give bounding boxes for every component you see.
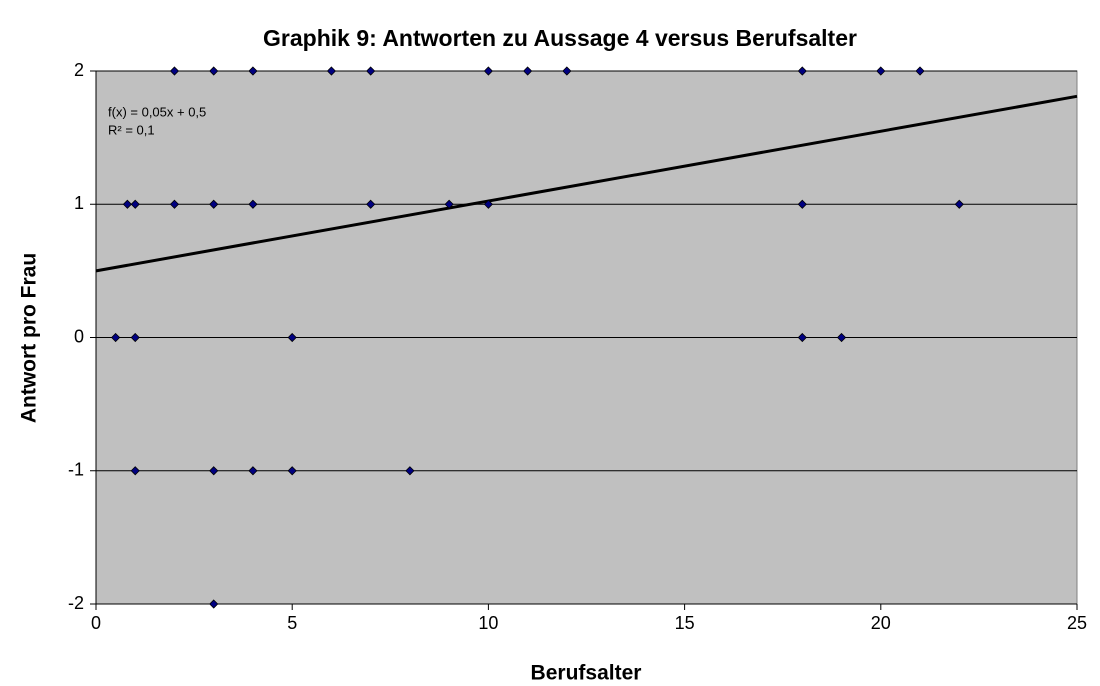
trendline — [95, 94, 1078, 273]
point — [797, 199, 807, 209]
point — [405, 466, 415, 476]
point — [130, 466, 140, 476]
point — [287, 332, 297, 343]
point — [209, 199, 219, 209]
point — [130, 199, 140, 209]
trendline-r-squared: R² = 0,1 — [108, 122, 155, 137]
point — [562, 66, 572, 76]
point — [287, 466, 297, 476]
point — [483, 66, 493, 76]
x-tick-label: 15 — [675, 613, 695, 633]
y-tick-label: 2 — [74, 60, 84, 80]
y-tick-label: -2 — [68, 593, 84, 613]
chart-title: Graphik 9: Antworten zu Aussage 4 versus… — [263, 25, 857, 51]
x-tick-label: 0 — [91, 613, 101, 633]
x-axis-label: Berufsalter — [531, 662, 642, 685]
x-tick-label: 25 — [1067, 613, 1087, 633]
point — [876, 66, 886, 76]
point — [122, 199, 132, 209]
y-axis-label: Antwort pro Frau — [18, 253, 41, 423]
point — [169, 66, 180, 76]
x-tick-label: 20 — [871, 613, 891, 633]
point — [366, 66, 376, 76]
point — [483, 199, 493, 209]
point — [209, 466, 219, 476]
point — [797, 66, 807, 76]
y-tick-label: -1 — [68, 460, 84, 480]
y-tick-label: 0 — [74, 326, 84, 346]
point — [130, 332, 140, 343]
point — [209, 599, 219, 609]
point — [209, 66, 219, 76]
point — [248, 66, 258, 76]
point — [326, 66, 337, 76]
point — [954, 199, 964, 209]
y-tick-label: 1 — [74, 193, 84, 213]
point — [248, 466, 258, 476]
x-tick-label: 10 — [478, 613, 498, 633]
x-tick-label: 5 — [287, 613, 297, 633]
point — [915, 66, 925, 76]
point — [169, 199, 180, 209]
point — [111, 332, 121, 343]
point — [836, 332, 847, 343]
trendline-equation: f(x) = 0,05x + 0,5 — [108, 104, 206, 119]
point — [248, 199, 258, 209]
point — [366, 199, 376, 209]
point — [444, 199, 454, 209]
point — [797, 332, 807, 343]
point — [523, 66, 533, 76]
